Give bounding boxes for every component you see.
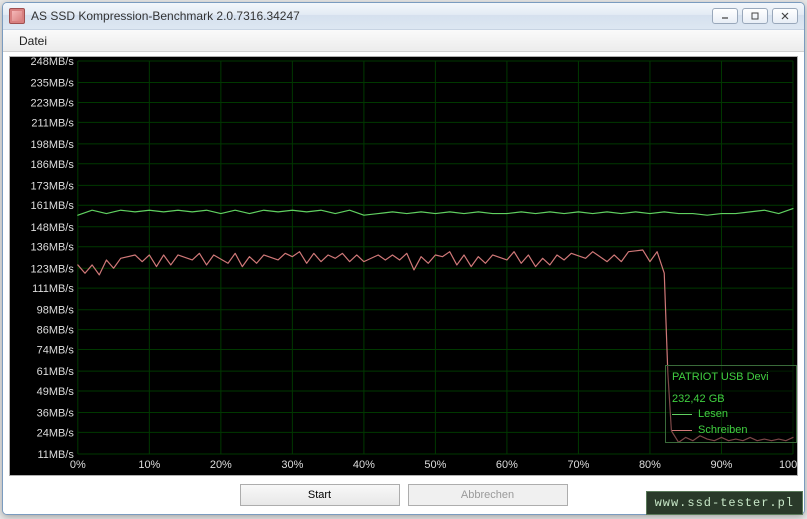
chart-legend: PATRIOT USB Devi 232,42 GB Lesen Schreib…	[665, 365, 797, 443]
svg-text:100%: 100%	[779, 459, 797, 471]
legend-write-label: Schreiben	[698, 423, 748, 438]
svg-text:36MB/s: 36MB/s	[37, 408, 75, 420]
svg-text:60%: 60%	[496, 459, 518, 471]
titlebar[interactable]: AS SSD Kompression-Benchmark 2.0.7316.34…	[3, 3, 804, 30]
svg-text:49MB/s: 49MB/s	[37, 386, 75, 398]
start-button[interactable]: Start	[240, 484, 400, 506]
svg-text:86MB/s: 86MB/s	[37, 325, 75, 337]
cancel-button[interactable]: Abbrechen	[408, 484, 568, 506]
svg-text:123MB/s: 123MB/s	[31, 263, 75, 275]
legend-read-label: Lesen	[698, 407, 728, 422]
window-title: AS SSD Kompression-Benchmark 2.0.7316.34…	[31, 9, 712, 23]
svg-text:10%: 10%	[138, 459, 160, 471]
maximize-button[interactable]	[742, 8, 768, 24]
svg-text:24MB/s: 24MB/s	[37, 427, 75, 439]
svg-text:74MB/s: 74MB/s	[37, 345, 75, 357]
legend-write-row: Schreiben	[672, 423, 790, 438]
svg-text:248MB/s: 248MB/s	[31, 57, 75, 68]
svg-text:11MB/s: 11MB/s	[37, 449, 74, 461]
svg-text:186MB/s: 186MB/s	[31, 159, 75, 171]
svg-text:148MB/s: 148MB/s	[31, 222, 75, 234]
compression-chart: 248MB/s 235MB/s 223MB/s 211MB/s 198MB/s 186MB…	[9, 56, 798, 476]
svg-text:70%: 70%	[567, 459, 589, 471]
app-window: AS SSD Kompression-Benchmark 2.0.7316.34…	[2, 2, 805, 515]
svg-text:235MB/s: 235MB/s	[31, 78, 75, 90]
svg-text:40%: 40%	[353, 459, 375, 471]
svg-text:61MB/s: 61MB/s	[37, 366, 75, 378]
svg-text:30%: 30%	[281, 459, 303, 471]
svg-text:223MB/s: 223MB/s	[31, 97, 75, 109]
svg-text:90%: 90%	[710, 459, 732, 471]
svg-text:20%: 20%	[210, 459, 232, 471]
menu-datei[interactable]: Datei	[11, 32, 55, 50]
watermark: www.ssd-tester.pl	[646, 491, 803, 515]
svg-text:173MB/s: 173MB/s	[31, 180, 75, 192]
app-icon	[9, 8, 25, 24]
svg-text:198MB/s: 198MB/s	[31, 139, 75, 151]
client-area: 248MB/s 235MB/s 223MB/s 211MB/s 198MB/s 186MB…	[3, 52, 804, 514]
legend-device: PATRIOT USB Devi	[672, 370, 790, 385]
legend-write-swatch	[672, 430, 692, 431]
svg-text:50%: 50%	[424, 459, 446, 471]
legend-read-swatch	[672, 414, 692, 415]
svg-text:80%: 80%	[639, 459, 661, 471]
legend-capacity: 232,42 GB	[672, 392, 790, 407]
minimize-button[interactable]	[712, 8, 738, 24]
menubar: Datei	[3, 30, 804, 52]
svg-text:98MB/s: 98MB/s	[37, 305, 75, 317]
svg-text:136MB/s: 136MB/s	[31, 242, 75, 254]
close-button[interactable]	[772, 8, 798, 24]
svg-text:161MB/s: 161MB/s	[31, 200, 75, 212]
legend-read-row: Lesen	[672, 407, 790, 422]
svg-text:111MB/s: 111MB/s	[32, 283, 74, 295]
svg-text:211MB/s: 211MB/s	[31, 117, 74, 129]
window-controls	[712, 8, 798, 24]
svg-text:0%: 0%	[70, 459, 86, 471]
